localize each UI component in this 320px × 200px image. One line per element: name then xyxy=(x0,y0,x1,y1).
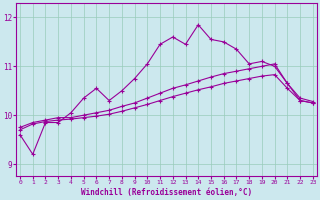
X-axis label: Windchill (Refroidissement éolien,°C): Windchill (Refroidissement éolien,°C) xyxy=(81,188,252,197)
